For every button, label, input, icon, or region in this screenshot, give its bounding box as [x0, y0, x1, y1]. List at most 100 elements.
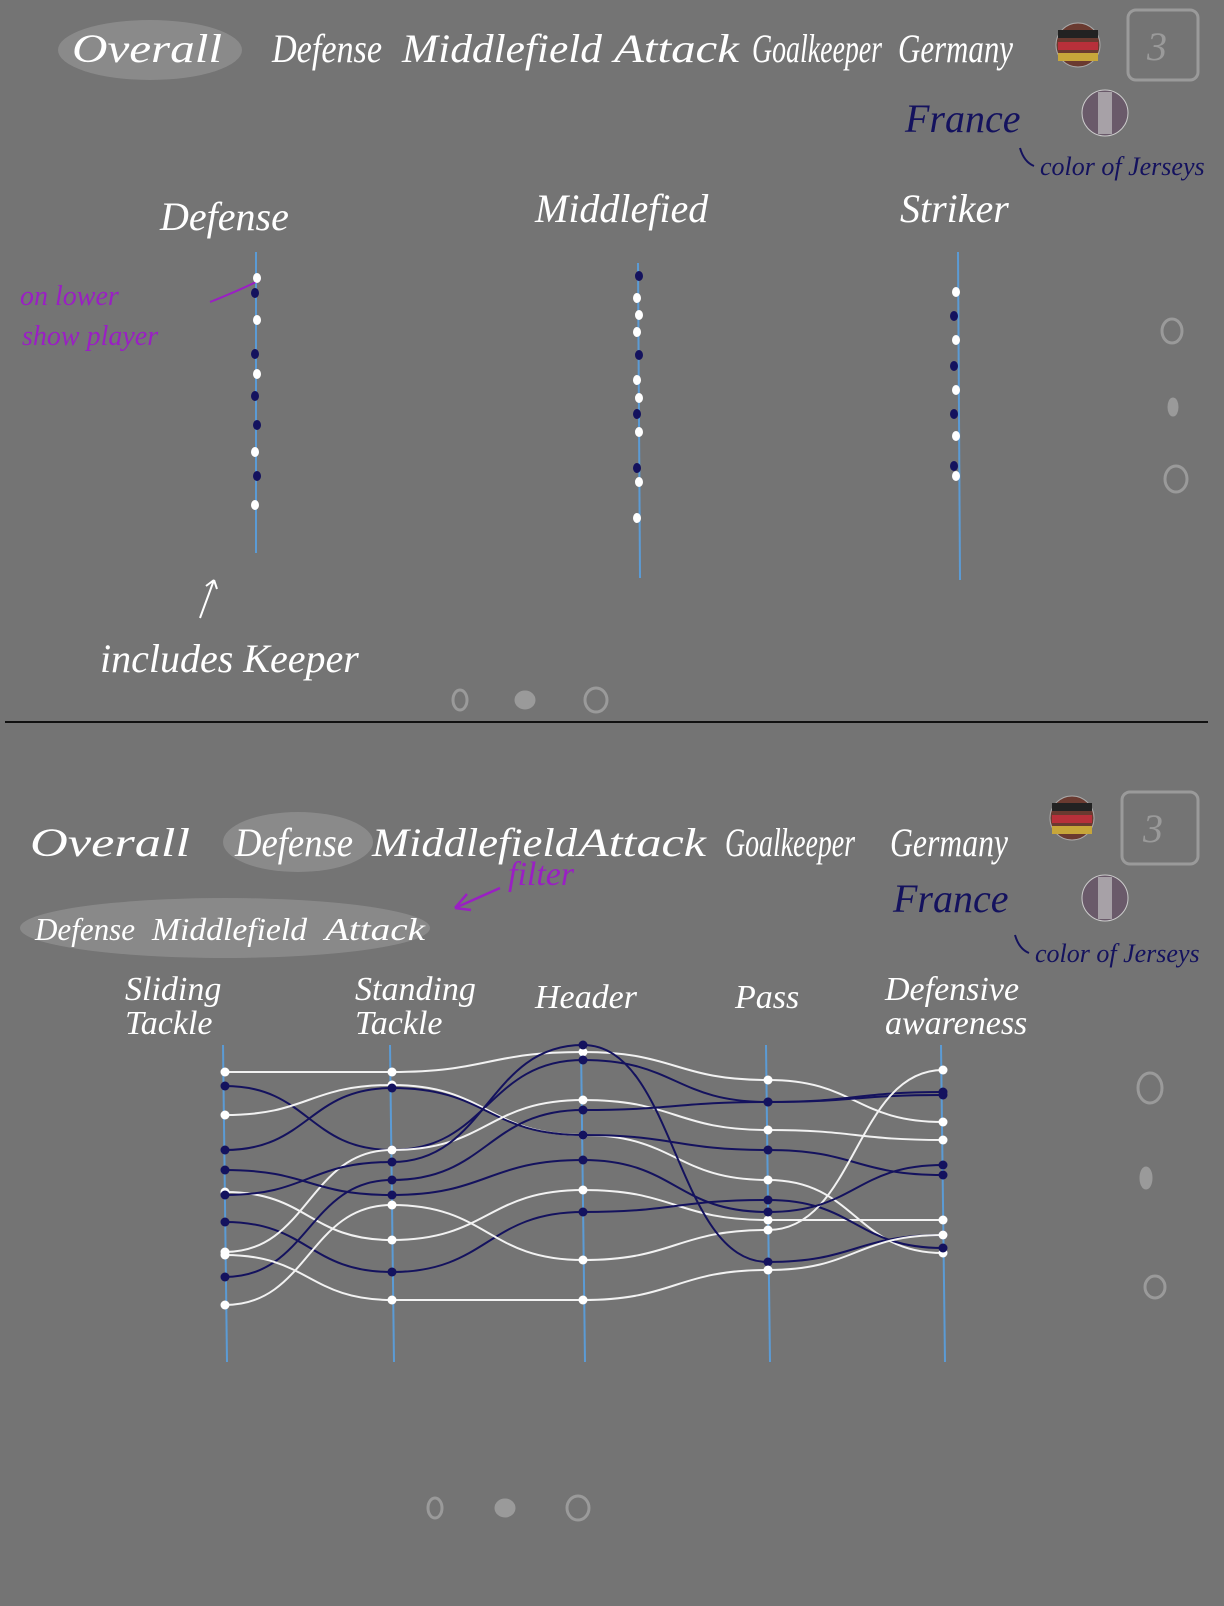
dot — [633, 513, 641, 523]
dot — [387, 1083, 397, 1093]
tab-highlight — [223, 812, 373, 872]
dot — [220, 1190, 230, 1200]
jersey-note: color of Jerseys — [1040, 152, 1205, 181]
dot — [952, 335, 960, 345]
dot — [253, 273, 261, 283]
dot — [387, 1145, 397, 1155]
dot — [763, 1175, 773, 1185]
dot — [578, 1130, 588, 1140]
pager-dot — [494, 1498, 516, 1518]
dot — [251, 391, 259, 401]
dot — [253, 369, 261, 379]
side-dot — [1167, 397, 1179, 417]
dot — [635, 393, 643, 403]
dot — [251, 500, 259, 510]
tab: Germany — [898, 26, 1013, 71]
dot — [220, 1217, 230, 1227]
dot — [938, 1087, 948, 1097]
dot — [387, 1235, 397, 1245]
dot — [578, 1207, 588, 1217]
dot — [220, 1110, 230, 1120]
dot — [938, 1160, 948, 1170]
dot — [578, 1105, 588, 1115]
dot — [635, 271, 643, 281]
dot — [938, 1243, 948, 1253]
profile-line — [224, 1091, 944, 1278]
parallel-coordinates — [220, 1040, 948, 1363]
tab: Middlefield — [371, 820, 578, 865]
dot — [220, 1081, 230, 1091]
dot — [763, 1195, 773, 1205]
dot — [387, 1190, 397, 1200]
subtab: Middlefield — [151, 911, 308, 947]
axis-label: Pass — [734, 979, 799, 1016]
dot — [763, 1215, 773, 1225]
flag-stripe — [1052, 803, 1092, 811]
dot — [763, 1097, 773, 1107]
axis-label: awareness — [885, 1005, 1027, 1042]
column-title: Striker — [900, 186, 1009, 231]
arrow — [1019, 147, 1035, 167]
pager-dot — [583, 686, 609, 714]
dots — [251, 271, 960, 523]
page-number: 3 — [1142, 806, 1163, 851]
filter-arrow — [454, 886, 501, 912]
dot — [633, 463, 641, 473]
flag-stripe — [1098, 877, 1112, 919]
side-dot — [1160, 317, 1184, 345]
column-title: Defense — [159, 194, 289, 239]
dot — [763, 1225, 773, 1235]
flag-stripe — [1058, 30, 1098, 38]
country-alt: France — [892, 876, 1009, 921]
flag-stripe — [1098, 92, 1112, 134]
pager-dot — [565, 1494, 591, 1522]
side-dot — [1163, 464, 1189, 494]
axis — [580, 1044, 586, 1363]
tab: Middlefield — [401, 26, 603, 71]
axis-label: Sliding — [125, 971, 221, 1008]
arrow — [1014, 934, 1030, 954]
arrow — [199, 579, 218, 619]
dot — [220, 1272, 230, 1282]
tab: Goalkeeper — [752, 26, 882, 71]
dot — [578, 1155, 588, 1165]
tab: Germany — [890, 820, 1008, 865]
dot — [578, 1040, 588, 1050]
dot — [387, 1200, 397, 1210]
dot — [950, 409, 958, 419]
dot — [220, 1165, 230, 1175]
dot — [578, 1095, 588, 1105]
dot — [578, 1185, 588, 1195]
pager-dot — [426, 1496, 444, 1520]
filter-note: filter — [508, 856, 575, 893]
dot — [578, 1255, 588, 1265]
tab: Overall — [30, 820, 190, 865]
side-dot — [1143, 1274, 1167, 1300]
axis-label: Tackle — [355, 1005, 443, 1042]
dot — [220, 1250, 230, 1260]
dot — [251, 447, 259, 457]
dot — [578, 1055, 588, 1065]
dot — [763, 1125, 773, 1135]
axis — [222, 1044, 228, 1363]
pager-dot — [514, 690, 536, 710]
annotation: on lower — [20, 281, 119, 312]
column-title: Middlefied — [534, 186, 709, 231]
side-dot — [1139, 1166, 1153, 1190]
dot — [253, 315, 261, 325]
axis — [957, 251, 961, 581]
dot — [387, 1157, 397, 1167]
subtab: Defense — [34, 911, 135, 947]
dot — [633, 375, 641, 385]
dot — [387, 1267, 397, 1277]
dot — [633, 327, 641, 337]
dot — [387, 1175, 397, 1185]
axis-label: Header — [534, 979, 638, 1016]
dot — [952, 471, 960, 481]
pager — [426, 1071, 1167, 1522]
tab: Defense — [271, 26, 382, 71]
dot — [763, 1257, 773, 1267]
dot — [251, 288, 259, 298]
jersey-note: color of Jerseys — [1035, 939, 1200, 968]
